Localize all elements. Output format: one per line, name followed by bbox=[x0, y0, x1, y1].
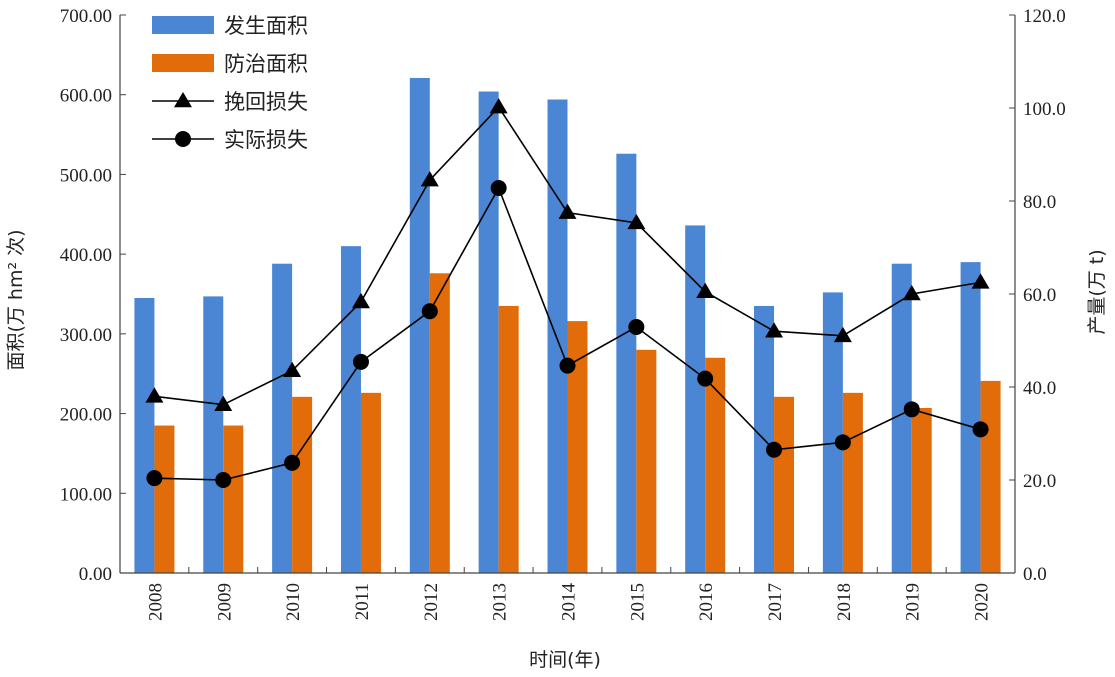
point-actual-loss-2014 bbox=[559, 357, 576, 374]
x-tick-label-2012: 2012 bbox=[421, 583, 442, 621]
point-recovered-loss-2020 bbox=[971, 273, 990, 289]
bar-control-2019 bbox=[911, 407, 932, 573]
bar-occurrence-2011 bbox=[340, 246, 361, 573]
x-tick-label-2018: 2018 bbox=[834, 583, 855, 621]
point-actual-loss-2018 bbox=[834, 434, 851, 451]
y-axis-left-title: 面积(万 hm² 次) bbox=[5, 229, 27, 370]
y-right-tick-label: 120.0 bbox=[1023, 6, 1066, 27]
point-recovered-loss-2017 bbox=[765, 322, 784, 338]
x-axis-title: 时间(年) bbox=[529, 649, 601, 671]
legend-marker-actual-loss bbox=[175, 131, 191, 147]
y-axis-right-title: 产量(万 t) bbox=[1086, 249, 1108, 334]
bar-control-2010 bbox=[292, 396, 313, 573]
legend-swatch-control-area bbox=[152, 54, 214, 72]
lines-layer bbox=[145, 98, 990, 488]
x-tick-label-2016: 2016 bbox=[696, 583, 717, 621]
point-recovered-loss-2018 bbox=[833, 326, 852, 343]
bar-occurrence-2009 bbox=[203, 296, 224, 573]
legend-swatch-occurrence-area bbox=[152, 16, 214, 34]
bar-occurrence-2012 bbox=[409, 77, 430, 573]
y-left-tick-label: 200.00 bbox=[60, 405, 112, 426]
bar-occurrence-2013 bbox=[478, 91, 499, 574]
legend-label-recovered-loss: 挽回损失 bbox=[224, 90, 308, 114]
point-recovered-loss-2019 bbox=[902, 285, 921, 301]
x-tick-label-2015: 2015 bbox=[627, 583, 648, 621]
bar-control-2013 bbox=[498, 305, 519, 573]
y-right-tick-label: 100.0 bbox=[1023, 99, 1066, 120]
y-right-tick-label: 80.0 bbox=[1023, 192, 1056, 213]
legend-marker-recovered-loss bbox=[174, 92, 192, 108]
x-tick-label-2008: 2008 bbox=[145, 583, 166, 621]
bar-control-2016 bbox=[705, 357, 726, 573]
point-actual-loss-2009 bbox=[215, 472, 232, 488]
bar-control-2009 bbox=[223, 425, 244, 573]
point-actual-loss-2019 bbox=[903, 401, 920, 418]
point-actual-loss-2020 bbox=[972, 421, 989, 438]
y-left-tick-label: 700.00 bbox=[60, 6, 112, 27]
y-right-tick-label: 60.0 bbox=[1023, 285, 1056, 306]
x-tick-label-2013: 2013 bbox=[490, 583, 511, 621]
y-left-tick-label: 400.00 bbox=[60, 245, 112, 266]
y-right-tick-label: 0.0 bbox=[1023, 564, 1047, 585]
x-tick-label-2010: 2010 bbox=[283, 583, 304, 621]
point-actual-loss-2010 bbox=[284, 454, 301, 471]
bar-control-2015 bbox=[636, 349, 657, 573]
x-tick-label-2011: 2011 bbox=[352, 583, 373, 620]
bar-occurrence-2015 bbox=[616, 153, 637, 573]
x-tick-label-2017: 2017 bbox=[765, 583, 786, 621]
point-actual-loss-2012 bbox=[421, 303, 438, 320]
point-actual-loss-2016 bbox=[697, 370, 714, 387]
legend-label-control-area: 防治面积 bbox=[224, 52, 308, 76]
point-recovered-loss-2011 bbox=[351, 292, 370, 309]
point-recovered-loss-2015 bbox=[627, 213, 646, 230]
bars-layer bbox=[134, 77, 1001, 574]
x-tick-label-2014: 2014 bbox=[559, 583, 580, 622]
bar-control-2008 bbox=[154, 425, 175, 573]
point-recovered-loss-2014 bbox=[558, 203, 577, 219]
bar-control-2012 bbox=[429, 273, 450, 573]
point-recovered-loss-2008 bbox=[145, 387, 164, 403]
point-actual-loss-2015 bbox=[628, 319, 645, 336]
point-actual-loss-2017 bbox=[766, 441, 783, 458]
bar-control-2020 bbox=[980, 380, 1001, 573]
bar-occurrence-2014 bbox=[547, 99, 568, 574]
y-right-tick-label: 40.0 bbox=[1023, 378, 1056, 399]
bar-occurrence-2019 bbox=[891, 263, 912, 573]
bar-control-2017 bbox=[774, 396, 795, 573]
y-right-tick-label: 20.0 bbox=[1023, 471, 1056, 492]
bar-control-2014 bbox=[567, 321, 588, 573]
point-actual-loss-2013 bbox=[490, 179, 507, 196]
x-tick-label-2020: 2020 bbox=[972, 583, 993, 621]
y-left-tick-label: 600.00 bbox=[60, 86, 112, 107]
y-left-tick-label: 500.00 bbox=[60, 165, 112, 186]
x-tick-label-2009: 2009 bbox=[214, 583, 235, 621]
y-left-tick-label: 0.00 bbox=[79, 564, 112, 585]
point-recovered-loss-2012 bbox=[420, 171, 439, 187]
bar-control-2018 bbox=[842, 392, 863, 573]
point-recovered-loss-2009 bbox=[214, 395, 233, 411]
bar-occurrence-2018 bbox=[822, 292, 843, 573]
point-recovered-loss-2016 bbox=[696, 282, 715, 298]
legend-label-occurrence-area: 发生面积 bbox=[224, 14, 308, 38]
y-left-tick-label: 300.00 bbox=[60, 325, 112, 346]
point-recovered-loss-2013 bbox=[489, 98, 508, 114]
point-recovered-loss-2010 bbox=[283, 361, 302, 378]
point-actual-loss-2008 bbox=[146, 470, 163, 487]
legend-label-actual-loss: 实际损失 bbox=[224, 128, 308, 152]
y-left-tick-label: 100.00 bbox=[60, 484, 112, 505]
bar-occurrence-2020 bbox=[960, 262, 981, 573]
axes-layer: 0.00 100.00 200.00 300.00 400.00 500.00 600.00… bbox=[60, 6, 1066, 621]
bar-occurrence-2016 bbox=[685, 225, 706, 573]
bar-occurrence-2008 bbox=[134, 297, 155, 573]
bar-control-2011 bbox=[360, 392, 381, 573]
point-actual-loss-2011 bbox=[352, 353, 369, 370]
bar-occurrence-2010 bbox=[272, 263, 293, 573]
x-tick-label-2019: 2019 bbox=[903, 583, 924, 621]
